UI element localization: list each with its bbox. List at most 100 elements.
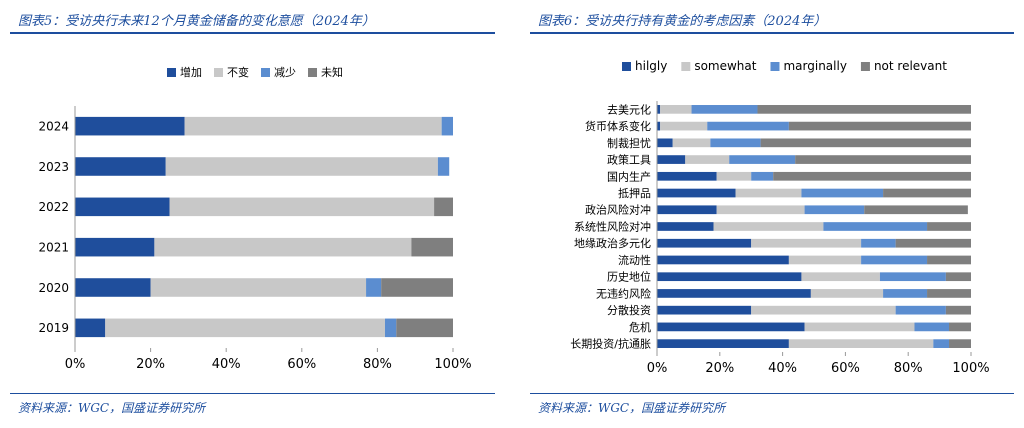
- category-label: 2019: [38, 321, 69, 335]
- x-tick-label: 100%: [434, 357, 471, 372]
- bar-segment: [757, 105, 971, 114]
- x-tick-label: 20%: [705, 361, 734, 376]
- x-tick-label: 20%: [136, 357, 165, 372]
- left-source-note: 资料来源：WGC，国盛证券研究所: [18, 401, 206, 415]
- category-label: 抵押品: [618, 186, 651, 200]
- x-tick-label: 60%: [287, 357, 316, 372]
- left-title-rule: [10, 32, 495, 34]
- bar-segment: [434, 197, 453, 217]
- x-tick-label: 80%: [894, 361, 923, 376]
- bar-segment: [707, 121, 789, 131]
- category-label: 长期投资/抗通胀: [570, 337, 651, 351]
- bar-segment: [411, 237, 453, 257]
- legend-label: marginally: [783, 59, 846, 73]
- bar-segment: [657, 322, 805, 332]
- bar-segment: [773, 171, 971, 181]
- bar-segment: [927, 289, 971, 298]
- bar-segment: [165, 157, 438, 176]
- bar-segment: [788, 121, 971, 131]
- bar-segment: [710, 138, 761, 148]
- x-tick-label: 0%: [647, 361, 668, 376]
- bar-segment: [751, 238, 862, 248]
- bar-segment: [895, 305, 946, 315]
- legend-label: somewhat: [694, 59, 756, 73]
- bar-segment: [657, 305, 752, 315]
- x-tick-label: 40%: [212, 357, 241, 372]
- bar-segment: [801, 188, 884, 198]
- bar-segment: [105, 318, 385, 338]
- x-tick-label: 0%: [65, 357, 86, 372]
- left-source-rule: [10, 393, 495, 394]
- legend-label: not relevant: [874, 59, 947, 73]
- legend-label: 减少: [274, 66, 296, 79]
- bar-segment: [823, 222, 928, 231]
- category-label: 地缘政治多元化: [574, 236, 651, 250]
- bar-segment: [788, 339, 934, 348]
- bar-segment: [169, 197, 435, 217]
- legend-swatch: [214, 68, 223, 77]
- bar-segment: [685, 155, 730, 164]
- bar-segment: [75, 116, 185, 136]
- bar-segment: [672, 138, 711, 148]
- bar-segment: [883, 289, 928, 298]
- category-label: 分散投资: [607, 303, 651, 317]
- bar-segment: [150, 278, 367, 297]
- category-label: 2024: [38, 119, 69, 133]
- category-label: 2021: [38, 240, 69, 254]
- bar-segment: [883, 188, 971, 198]
- bar-segment: [657, 272, 802, 282]
- bar-segment: [804, 205, 865, 215]
- bar-segment: [949, 322, 971, 332]
- right-source-rule: [530, 393, 1014, 394]
- right-panel: 图表6：受访央行持有黄金的考虑因素（2024年） 资料来源：WGC，国盛证券研究…: [520, 0, 1024, 428]
- bar-segment: [657, 205, 717, 215]
- right-title-rule: [530, 32, 1014, 34]
- bar-segment: [381, 278, 453, 297]
- right-chart-title: 图表6：受访央行持有黄金的考虑因素（2024年）: [538, 14, 827, 29]
- category-label: 国内生产: [607, 169, 651, 183]
- category-label: 政治风险对冲: [585, 203, 651, 217]
- bar-segment: [75, 278, 151, 297]
- legend-swatch: [261, 68, 270, 77]
- bar-segment: [75, 197, 170, 217]
- category-label: 流动性: [618, 253, 651, 267]
- category-label: 政策工具: [607, 153, 651, 167]
- category-label: 2020: [38, 281, 69, 295]
- bar-segment: [75, 237, 155, 257]
- category-label: 货币体系变化: [585, 119, 651, 133]
- legend-swatch: [308, 68, 317, 77]
- category-label: 历史地位: [607, 270, 651, 284]
- legend-label: 未知: [321, 65, 343, 79]
- bar-segment: [949, 339, 971, 348]
- bar-segment: [75, 318, 106, 338]
- legend-swatch: [622, 62, 631, 71]
- bar-segment: [895, 238, 971, 248]
- bar-segment: [384, 318, 397, 338]
- legend-label: 不变: [227, 65, 249, 79]
- category-label: 无违约风险: [596, 286, 651, 300]
- bar-segment: [861, 255, 928, 265]
- bar-segment: [437, 157, 450, 176]
- bar-segment: [716, 171, 752, 181]
- bar-segment: [729, 155, 796, 164]
- category-label: 2023: [38, 160, 69, 174]
- right-source-note: 资料来源：WGC，国盛证券研究所: [538, 401, 726, 415]
- left-panel: 图表5：受访央行未来12个月黄金储备的变化意愿（2024年） 资料来源：WGC，…: [0, 0, 505, 428]
- bar-segment: [657, 105, 661, 114]
- legend-label: hilgly: [635, 59, 667, 73]
- category-label: 危机: [629, 320, 651, 334]
- bar-segment: [927, 255, 971, 265]
- legend-swatch: [167, 68, 176, 77]
- bar-segment: [760, 138, 971, 148]
- bar-segment: [945, 305, 971, 315]
- bar-segment: [804, 322, 915, 332]
- category-label: 去美元化: [607, 102, 651, 116]
- category-label: 制裁担忧: [607, 136, 651, 150]
- bar-segment: [441, 116, 453, 136]
- bar-segment: [660, 105, 692, 114]
- bar-segment: [657, 171, 717, 181]
- bar-segment: [861, 238, 896, 248]
- bar-segment: [657, 255, 789, 265]
- bar-segment: [933, 339, 950, 348]
